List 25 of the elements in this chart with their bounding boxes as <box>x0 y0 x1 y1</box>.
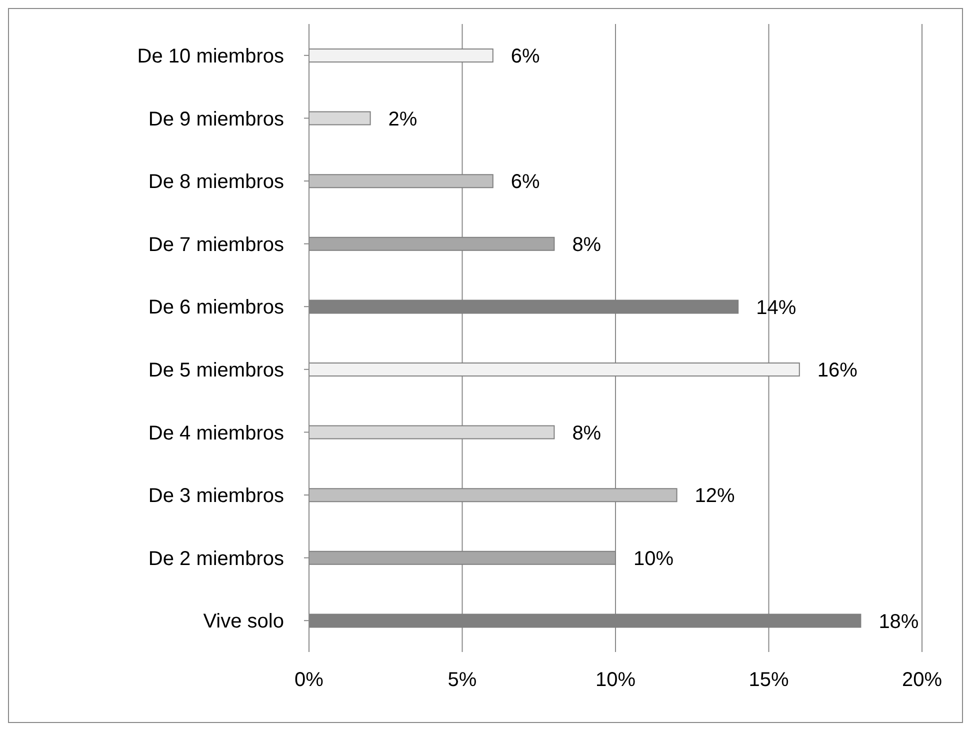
y-tick-label: De 4 miembros <box>148 422 284 444</box>
x-tick-label: 15% <box>748 669 789 692</box>
x-tick-label: 10% <box>595 669 636 692</box>
data-label: 14% <box>756 296 796 319</box>
x-tick-label: 5% <box>448 669 477 692</box>
data-label: 16% <box>817 360 858 382</box>
y-tick-label: De 5 miembros <box>148 360 284 382</box>
y-tick-label: De 2 miembros <box>148 548 284 570</box>
data-label: 2% <box>388 108 418 130</box>
y-tick-label: De 9 miembros <box>148 108 284 130</box>
y-tick-label: Vive solo <box>203 610 284 633</box>
data-label: 6% <box>510 171 540 194</box>
y-tick-label: De 7 miembros <box>148 234 284 256</box>
y-tick-label: De 6 miembros <box>148 296 284 319</box>
data-label: 12% <box>694 485 736 508</box>
data-label: 8% <box>572 422 602 444</box>
y-tick-label: De 3 miembros <box>148 485 284 508</box>
x-tick-label: 20% <box>902 669 942 692</box>
data-label: 18% <box>878 610 919 633</box>
data-label: 8% <box>572 234 602 256</box>
x-tick-label: 0% <box>294 669 324 692</box>
data-label: 6% <box>510 46 540 68</box>
y-tick-label: De 10 miembros <box>137 46 284 68</box>
y-tick-label: De 8 miembros <box>148 171 284 194</box>
data-label: 10% <box>634 548 674 570</box>
